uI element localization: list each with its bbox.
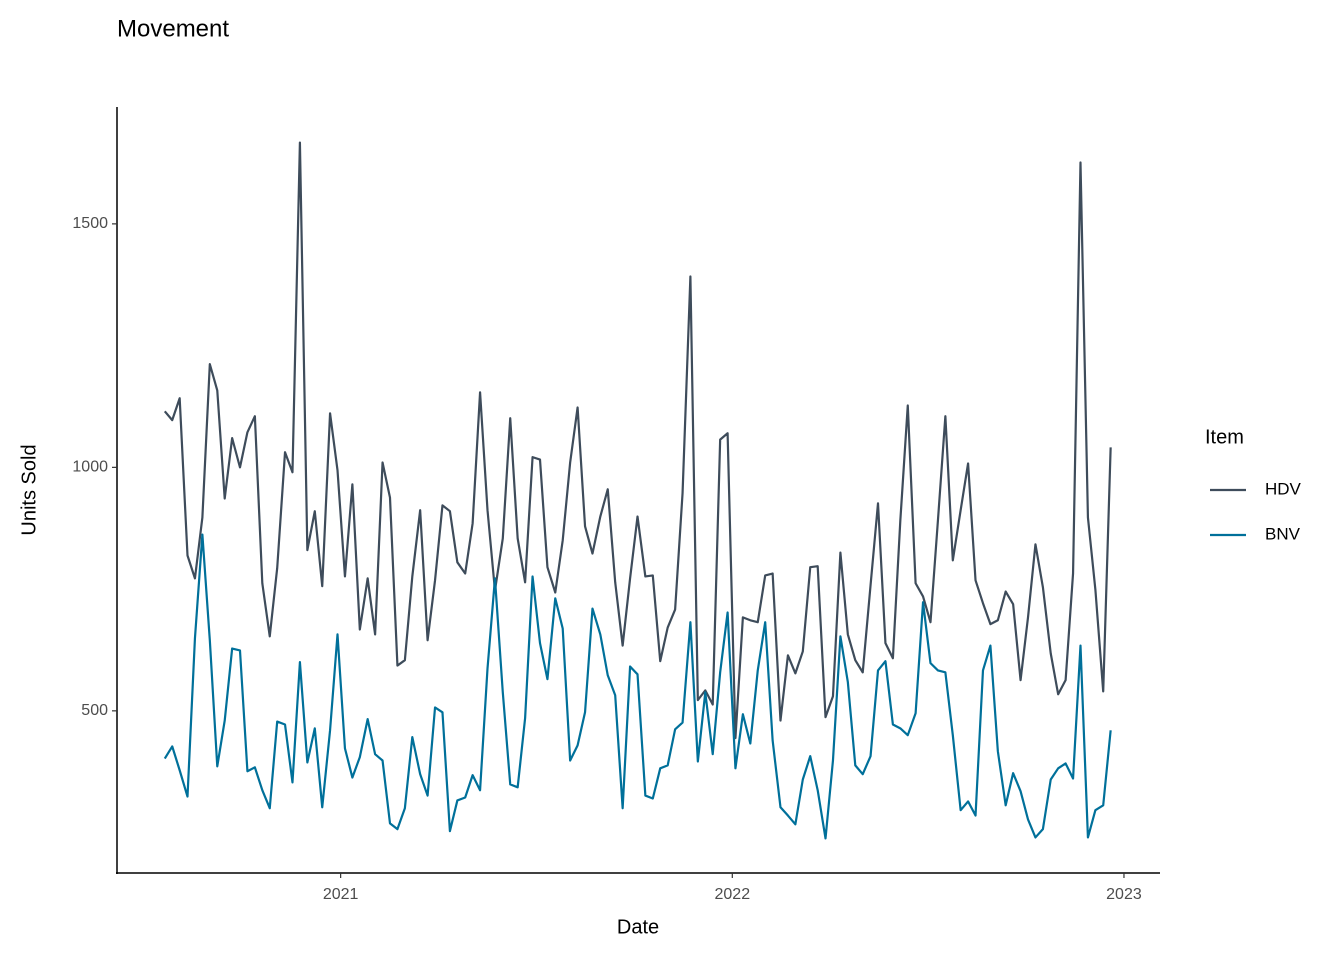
y-axis-label: Units Sold	[18, 444, 40, 535]
x-tick-label: 2021	[323, 886, 359, 903]
legend-title: Item	[1205, 426, 1244, 448]
y-tick-label: 1000	[72, 459, 108, 476]
x-tick-label: 2023	[1106, 886, 1142, 903]
line-series	[163, 533, 1112, 840]
y-tick-label: 1500	[72, 215, 108, 232]
x-tick-label: 2022	[715, 886, 751, 903]
y-tick-label: 500	[81, 702, 108, 719]
chart-title: Movement	[117, 15, 229, 42]
line-series	[163, 141, 1112, 740]
x-axis-label: Date	[617, 916, 659, 938]
legend-label: HDV	[1265, 479, 1302, 498]
legend-label: BNV	[1265, 524, 1301, 543]
